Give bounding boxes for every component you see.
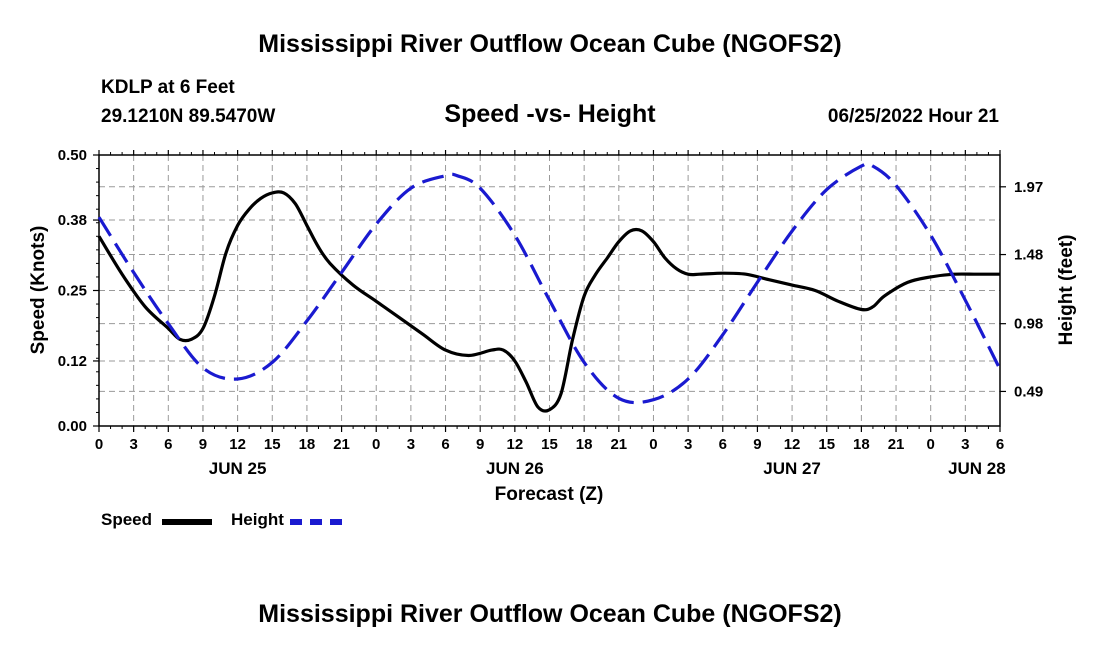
series-line-height <box>97 161 1002 405</box>
date-label: JUN 26 <box>486 459 544 478</box>
y-tick-label: 0.00 <box>58 418 87 435</box>
x-tick-label: 0 <box>927 436 935 453</box>
date-label: JUN 28 <box>948 459 1006 478</box>
y-tick-label: 0.38 <box>58 212 87 229</box>
x-tick-label: 18 <box>299 436 316 453</box>
station-label: KDLP at 6 Feet <box>101 77 235 98</box>
x-tick-label: 21 <box>333 436 350 453</box>
x-tick-label: 0 <box>95 436 103 453</box>
y-tick-label: 0.12 <box>58 353 87 370</box>
y2-tick-label: 1.97 <box>1014 179 1043 196</box>
legend-height-label: Height <box>231 510 284 529</box>
x-tick-label: 15 <box>818 436 835 453</box>
page-title: Mississippi River Outflow Ocean Cube (NG… <box>258 30 842 58</box>
x-tick-label: 6 <box>441 436 449 453</box>
x-tick-label: 0 <box>649 436 657 453</box>
footer-title: Mississippi River Outflow Ocean Cube (NG… <box>258 600 842 628</box>
y2-tick-label: 1.48 <box>1014 247 1043 264</box>
x-tick-label: 6 <box>719 436 727 453</box>
x-tick-label: 15 <box>541 436 558 453</box>
legend-height-swatch <box>290 519 342 525</box>
x-tick-label: 9 <box>476 436 484 453</box>
x-tick-label: 21 <box>888 436 905 453</box>
x-tick-label: 9 <box>199 436 207 453</box>
date-label: JUN 27 <box>763 459 821 478</box>
timestamp-label: 06/25/2022 Hour 21 <box>827 106 999 127</box>
date-label: JUN 25 <box>209 459 267 478</box>
x-tick-label: 12 <box>784 436 801 453</box>
coordinates-label: 29.1210N 89.5470W <box>101 106 276 127</box>
x-tick-label: 3 <box>961 436 969 453</box>
x-tick-label: 3 <box>407 436 415 453</box>
x-tick-label: 0 <box>372 436 380 453</box>
x-tick-label: 21 <box>610 436 627 453</box>
chart-subtitle: Speed -vs- Height <box>444 100 656 128</box>
y2-tick-label: 0.98 <box>1014 316 1043 333</box>
x-tick-label: 3 <box>129 436 137 453</box>
x-tick-label: 9 <box>753 436 761 453</box>
x-tick-label: 18 <box>853 436 870 453</box>
x-tick-label: 18 <box>576 436 593 453</box>
legend-speed-swatch <box>162 519 212 525</box>
x-tick-label: 12 <box>229 436 246 453</box>
x-tick-label: 6 <box>996 436 1004 453</box>
series-line-speed <box>97 190 1000 413</box>
y-tick-label: 0.50 <box>58 147 87 164</box>
x-tick-label: 3 <box>684 436 692 453</box>
x-axis-title: Forecast (Z) <box>495 484 604 505</box>
x-tick-label: 6 <box>164 436 172 453</box>
y-axis-title: Speed (Knots) <box>28 226 49 355</box>
legend-speed-label: Speed <box>101 510 153 529</box>
x-tick-label: 15 <box>264 436 281 453</box>
y2-axis-title: Height (feet) <box>1056 235 1077 346</box>
x-tick-label: 12 <box>507 436 524 453</box>
y2-tick-label: 0.49 <box>1014 383 1043 400</box>
y-tick-label: 0.25 <box>58 283 87 300</box>
